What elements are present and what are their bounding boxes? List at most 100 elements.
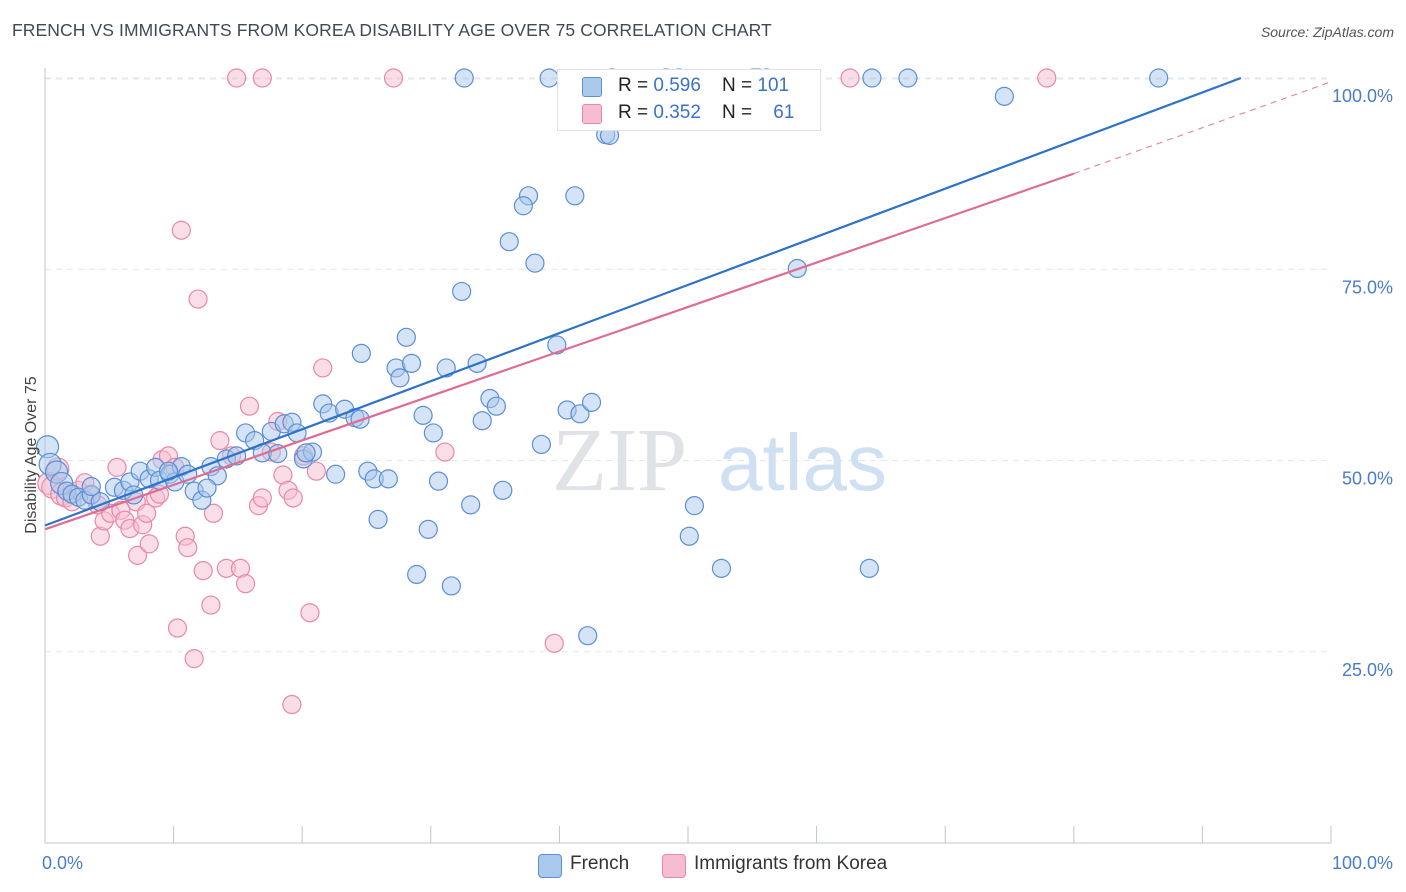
french-point-55	[423, 423, 443, 443]
watermark: ZIP atlas	[552, 411, 887, 510]
stats-legend: R = 0.596 N = 101 R = 0.352 N = 61	[557, 69, 821, 131]
french-point-58	[441, 576, 461, 596]
french-point-62	[472, 411, 492, 431]
y-tick-label-100: 100.0%	[1332, 86, 1393, 106]
korea-point-27	[167, 618, 188, 638]
korea-point-52	[300, 603, 320, 623]
french-point-64	[486, 396, 506, 416]
french-point-54	[418, 519, 438, 539]
french-point-94	[1149, 68, 1169, 88]
korea-point-38	[227, 68, 247, 88]
korea-point-35	[210, 431, 230, 451]
bottom-legend-french-label: French	[570, 853, 630, 874]
korea-point-56	[435, 442, 455, 462]
bottom-legend-french-swatch	[538, 854, 562, 878]
y-tick-label-50: 50.0%	[1342, 469, 1393, 489]
korea-point-13	[107, 457, 127, 477]
french-point-44	[351, 343, 371, 363]
legend-swatch-korea	[582, 104, 602, 124]
french-point-91	[862, 68, 882, 88]
french-point-49	[390, 368, 410, 388]
korea-point-53	[313, 358, 333, 378]
korea-point-43	[252, 68, 272, 88]
french-point-42	[350, 409, 370, 429]
french-point-31	[268, 444, 288, 464]
korea-point-54	[306, 461, 326, 481]
trend-french	[44, 76, 1242, 527]
french-point-60	[461, 495, 481, 515]
french-point-39	[326, 464, 346, 484]
french-point-83	[679, 526, 699, 546]
french-point-70	[531, 434, 551, 455]
french-point-72	[547, 335, 567, 355]
french-point-47	[378, 469, 398, 489]
french-point-68	[513, 196, 533, 216]
korea-point-18	[127, 545, 148, 565]
korea-point-49	[282, 694, 302, 715]
korea-point-20	[136, 503, 157, 523]
french-point-52	[407, 564, 427, 585]
legend-french-n-label: N =	[722, 75, 758, 96]
bottom-legend-korea-label: Immigrants from Korea	[694, 853, 888, 874]
french-point-53	[413, 405, 433, 425]
korea-point-50	[283, 488, 303, 508]
chart-title: FRENCH VS IMMIGRANTS FROM KOREA DISABILI…	[12, 20, 772, 40]
tick-labels: 25.0% 50.0% 75.0% 100.0% 0.0% 100.0%	[42, 86, 1393, 873]
french-point-71	[539, 68, 559, 88]
legend-french-n-value: 101	[757, 75, 790, 96]
korea-point-55	[383, 68, 404, 88]
french-point-50	[396, 327, 416, 347]
french-point-51	[401, 353, 422, 373]
legend-korea-r-value: 0.352	[653, 102, 701, 123]
french-point-84	[684, 496, 705, 516]
watermark-zip: ZIP	[552, 411, 687, 510]
french-point-59	[452, 281, 472, 302]
korea-point-41	[239, 396, 260, 416]
y-tick-label-75: 75.0%	[1342, 277, 1393, 297]
x-tick-label-100: 100.0%	[1332, 853, 1393, 873]
korea-point-57	[544, 633, 564, 653]
legend-korea-n-label: N =	[722, 102, 758, 123]
french-point-76	[578, 626, 598, 646]
french-point-95	[454, 68, 474, 88]
french-point-93	[994, 86, 1014, 106]
french-point-99	[197, 478, 217, 498]
korea-point-34	[201, 595, 221, 615]
korea-point-32	[188, 289, 208, 309]
legend-korea-n-value: 61	[773, 102, 795, 123]
french-point-65	[493, 480, 513, 500]
french-point-66	[499, 232, 519, 252]
watermark-atlas: atlas	[718, 418, 887, 507]
korea-point-44	[252, 488, 272, 508]
french-point-75	[570, 404, 590, 424]
trend-korea	[44, 172, 1075, 531]
korea-point-40	[236, 574, 256, 594]
korea-point-33	[193, 561, 213, 581]
korea-point-31	[184, 649, 204, 669]
korea-point-28	[171, 220, 191, 240]
french-point-77	[581, 392, 602, 412]
french-point-96	[296, 443, 316, 463]
korea-point-60	[203, 503, 224, 523]
french-point-57	[436, 358, 456, 378]
korea-point-21	[139, 534, 159, 554]
x-tick-label-0: 0.0%	[42, 853, 83, 873]
y-axis-label: Disability Age Over 75	[23, 376, 40, 534]
french-point-46	[368, 509, 388, 530]
series-french-points	[35, 68, 1169, 646]
legend-swatch-french	[582, 77, 602, 97]
source-label: Source: ZipAtlas.com	[1260, 24, 1394, 40]
legend-french-r-label: R =	[618, 75, 654, 96]
trend-lines	[44, 76, 1332, 531]
french-point-100	[81, 476, 101, 497]
bottom-legend-korea-swatch	[662, 854, 686, 878]
series-korea-points	[37, 68, 1057, 715]
korea-point-30	[178, 538, 198, 558]
french-point-74	[565, 186, 585, 206]
trend-korea-extension	[1073, 81, 1332, 175]
french-point-56	[428, 471, 449, 491]
legend-french-r-value: 0.596	[653, 75, 701, 96]
french-point-85	[711, 558, 732, 578]
korea-point-58	[840, 68, 860, 88]
